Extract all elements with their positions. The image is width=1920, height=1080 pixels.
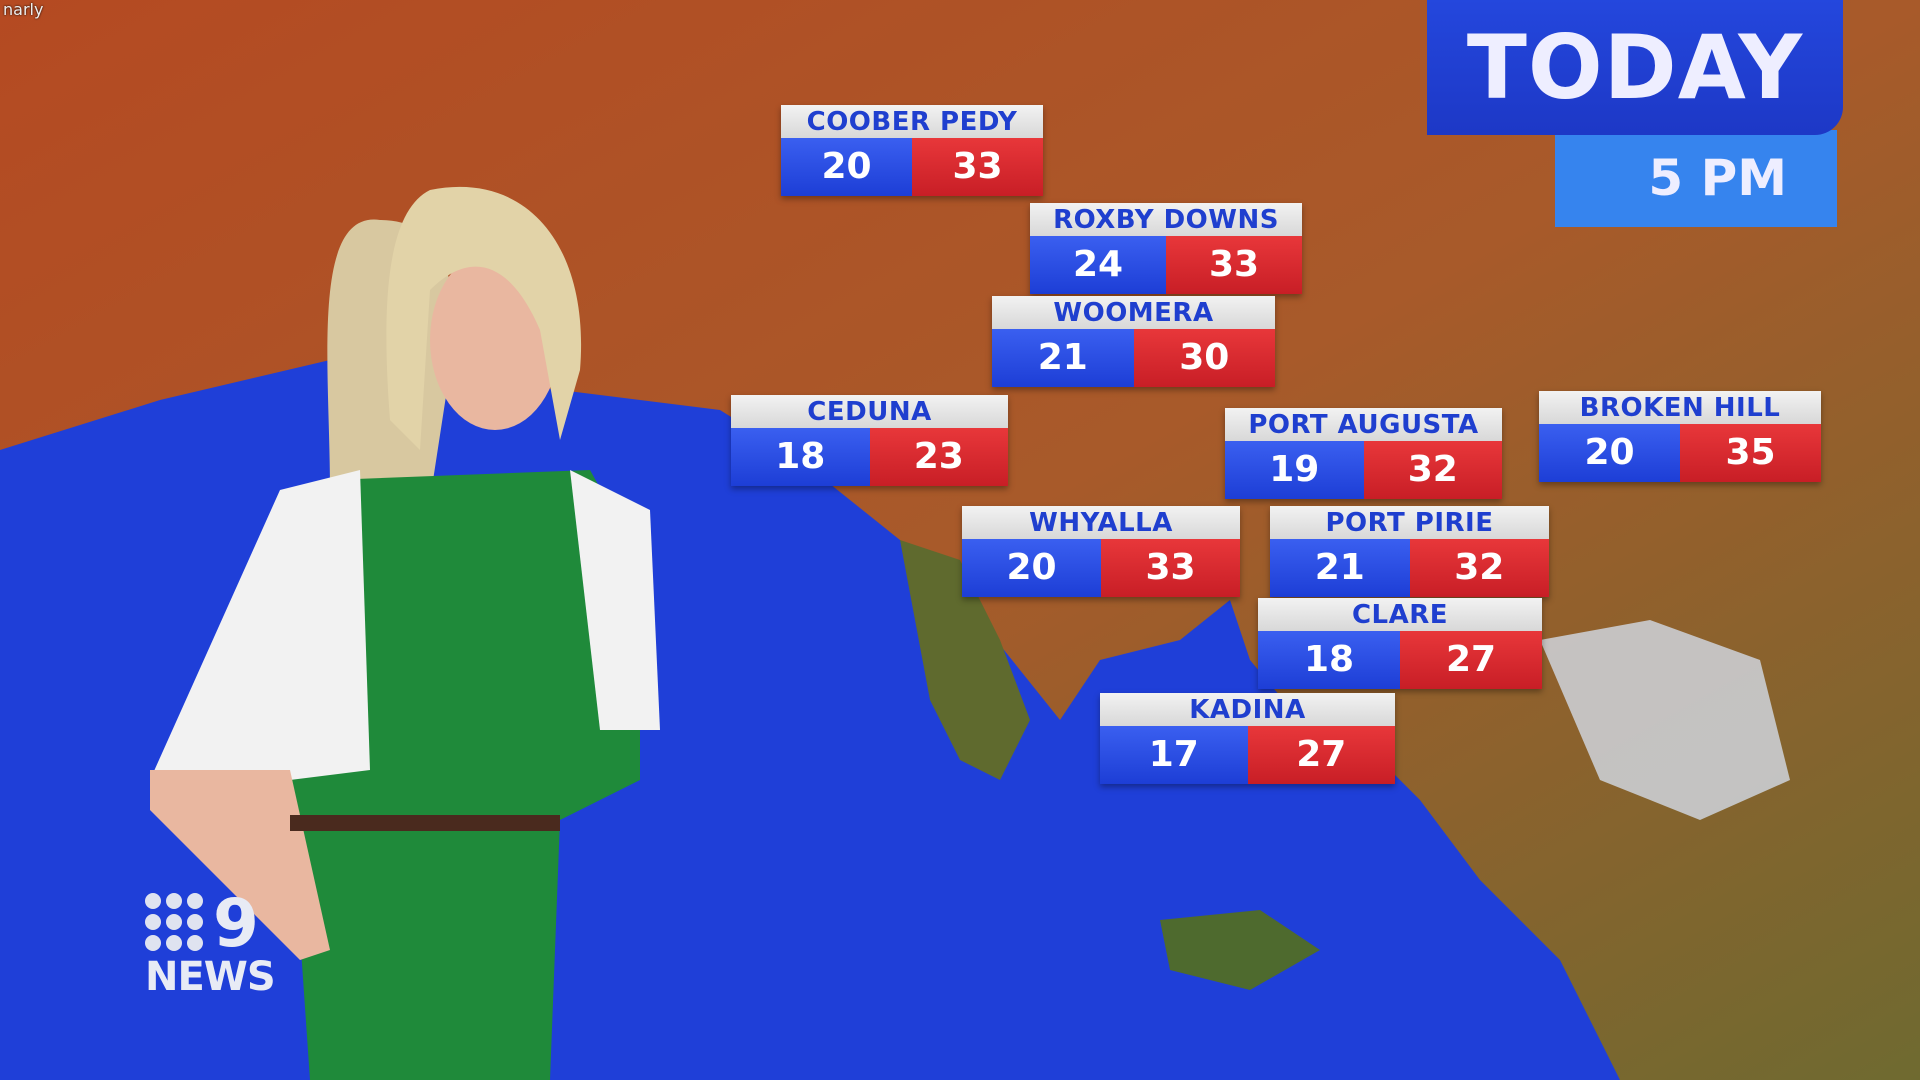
city-clare: CLARE 18 27	[1258, 598, 1542, 689]
min-temp: 20	[962, 539, 1101, 597]
temperature-pair: 18 23	[731, 428, 1008, 486]
min-temp: 17	[1100, 726, 1248, 784]
temperature-pair: 20 33	[781, 138, 1043, 196]
forecast-time: 5 PM	[1555, 130, 1837, 227]
min-temp: 20	[1539, 424, 1680, 482]
min-temp: 21	[1270, 539, 1410, 597]
temperature-pair: 20 33	[962, 539, 1240, 597]
temperature-pair: 19 32	[1225, 441, 1502, 499]
temperature-pair: 18 27	[1258, 631, 1542, 689]
temperature-pair: 17 27	[1100, 726, 1395, 784]
city-ceduna: CEDUNA 18 23	[731, 395, 1008, 486]
max-temp: 30	[1133, 329, 1275, 387]
logo-text: NEWS	[145, 954, 276, 1000]
today-title: TODAY	[1427, 0, 1843, 135]
max-temp: 33	[912, 138, 1043, 196]
city-name: WOOMERA	[992, 296, 1275, 329]
min-temp: 21	[992, 329, 1134, 387]
max-temp: 33	[1101, 539, 1240, 597]
city-name: PORT PIRIE	[1270, 506, 1549, 539]
min-temp: 20	[781, 138, 912, 196]
logo-numeral: 9	[213, 885, 259, 962]
max-temp: 23	[869, 428, 1008, 486]
logo-dots-icon	[145, 893, 203, 951]
city-name: COOBER PEDY	[781, 105, 1043, 138]
city-woomera: WOOMERA 21 30	[992, 296, 1275, 387]
max-temp: 27	[1247, 726, 1395, 784]
island	[1160, 910, 1320, 990]
city-port-augusta: PORT AUGUSTA 19 32	[1225, 408, 1502, 499]
temperature-pair: 20 35	[1539, 424, 1821, 482]
min-temp: 19	[1225, 441, 1364, 499]
min-temp: 24	[1030, 236, 1166, 294]
city-name: BROKEN HILL	[1539, 391, 1821, 424]
max-temp: 32	[1409, 539, 1549, 597]
city-name: CEDUNA	[731, 395, 1008, 428]
max-temp: 27	[1400, 631, 1542, 689]
nine-news-logo: 9 NEWS	[145, 885, 285, 1000]
city-name: ROXBY DOWNS	[1030, 203, 1302, 236]
city-kadina: KADINA 17 27	[1100, 693, 1395, 784]
max-temp: 33	[1166, 236, 1302, 294]
rain-area	[1540, 620, 1790, 820]
city-name: WHYALLA	[962, 506, 1240, 539]
city-roxby-downs: ROXBY DOWNS 24 33	[1030, 203, 1302, 294]
city-name: CLARE	[1258, 598, 1542, 631]
temperature-pair: 24 33	[1030, 236, 1302, 294]
peninsula	[900, 540, 1030, 780]
city-whyalla: WHYALLA 20 33	[962, 506, 1240, 597]
max-temp: 35	[1680, 424, 1821, 482]
temperature-pair: 21 32	[1270, 539, 1549, 597]
city-name: PORT AUGUSTA	[1225, 408, 1502, 441]
presenter	[150, 186, 660, 1080]
city-port-pirie: PORT PIRIE 21 32	[1270, 506, 1549, 597]
city-coober-pedy: COOBER PEDY 20 33	[781, 105, 1043, 196]
watermark: narly	[3, 0, 44, 19]
city-name: KADINA	[1100, 693, 1395, 726]
temperature-pair: 21 30	[992, 329, 1275, 387]
city-broken-hill: BROKEN HILL 20 35	[1539, 391, 1821, 482]
min-temp: 18	[731, 428, 870, 486]
min-temp: 18	[1258, 631, 1400, 689]
max-temp: 32	[1363, 441, 1502, 499]
